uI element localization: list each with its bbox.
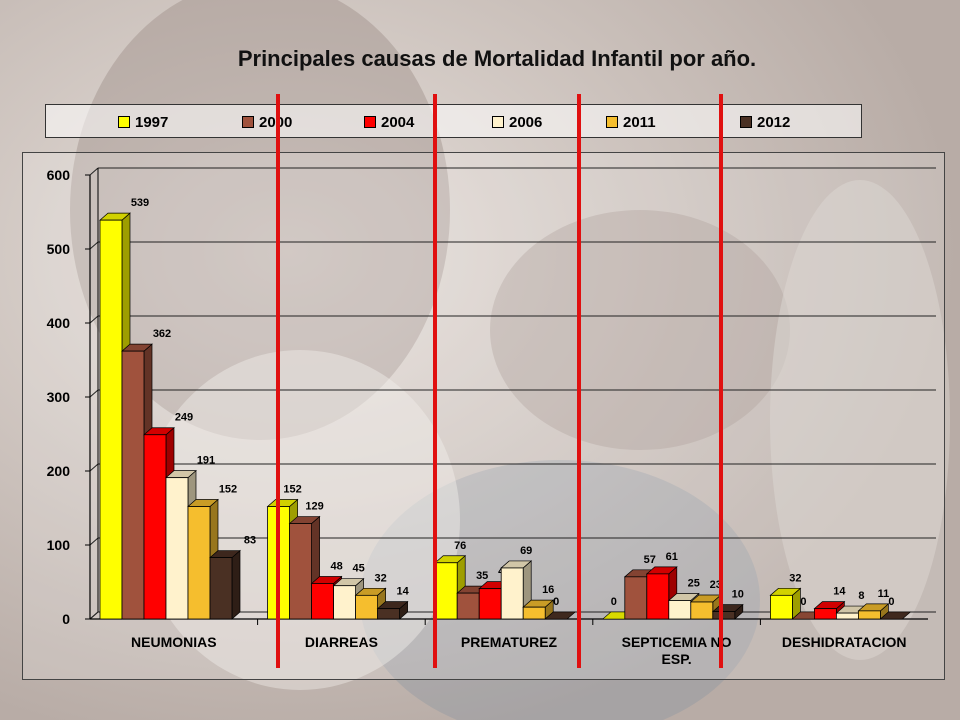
legend-swatch xyxy=(118,116,130,128)
data-label: 191 xyxy=(197,455,215,467)
bar-1997-0 xyxy=(99,219,123,620)
legend-swatch xyxy=(242,116,254,128)
data-label: 152 xyxy=(283,484,301,496)
y-tick-label: 400 xyxy=(47,315,71,331)
bar-2004-1 xyxy=(311,583,335,620)
data-label: 14 xyxy=(396,586,409,598)
data-label: 0 xyxy=(888,596,894,608)
data-label: 10 xyxy=(732,589,744,601)
data-label: 32 xyxy=(789,572,801,584)
legend-swatch xyxy=(364,116,376,128)
data-label: 16 xyxy=(542,584,554,596)
bar-1997-2 xyxy=(434,562,458,620)
bar-2000-3 xyxy=(624,576,648,620)
bar-2004-0 xyxy=(143,434,167,620)
y-tick-label: 0 xyxy=(62,611,70,627)
data-label: 61 xyxy=(666,551,678,563)
x-tick-label: ESP. xyxy=(662,651,692,667)
data-label: 152 xyxy=(219,484,237,496)
legend-swatch xyxy=(740,116,752,128)
legend-label: 2004 xyxy=(381,113,415,131)
bar-2011-0 xyxy=(187,506,211,620)
gridline-side xyxy=(89,167,99,176)
bar-2006-2 xyxy=(500,567,524,620)
bar-2000-1 xyxy=(289,523,313,620)
legend-swatch xyxy=(606,116,618,128)
legend-item-2004: 2004 xyxy=(364,113,415,131)
bar-2004-4 xyxy=(814,608,837,620)
bar-2006-4 xyxy=(836,612,859,620)
data-label: 11 xyxy=(878,588,890,600)
data-label: 45 xyxy=(352,563,364,575)
gridline-side xyxy=(89,241,99,250)
bar-2011-2 xyxy=(522,606,546,620)
data-label: 0 xyxy=(611,596,617,608)
data-label: 83 xyxy=(244,535,256,547)
bar-2000-0 xyxy=(121,350,145,620)
data-label: 35 xyxy=(476,570,488,582)
bar-2006-3 xyxy=(668,600,692,620)
legend-label: 1997 xyxy=(135,113,169,131)
bar-2000-2 xyxy=(456,592,480,620)
legend-item-2006: 2006 xyxy=(492,113,543,131)
data-label: 0 xyxy=(800,596,806,608)
y-tick-label: 500 xyxy=(47,241,71,257)
x-tick-label: DESHIDRATACION xyxy=(782,634,907,650)
bar-2006-0 xyxy=(165,477,189,620)
data-label: 23 xyxy=(710,579,722,591)
bar-2012-4 xyxy=(879,611,912,620)
bar-2011-3 xyxy=(690,601,714,620)
bar-2004-3 xyxy=(646,573,670,620)
data-label: 25 xyxy=(688,578,700,590)
bar-2011-4 xyxy=(858,610,881,620)
chart-legend: 1997 2000 2004 2006 2011 2012 xyxy=(45,104,862,138)
data-label: 48 xyxy=(330,560,342,572)
data-label: 69 xyxy=(520,545,532,557)
data-label: 249 xyxy=(175,412,193,424)
x-tick-label: NEUMONIAS xyxy=(131,634,217,650)
data-label: 32 xyxy=(374,572,386,584)
chart-title: Principales causas de Mortalidad Infanti… xyxy=(237,46,757,71)
data-label: 76 xyxy=(454,540,466,552)
legend-label: 2006 xyxy=(509,113,543,131)
bar-2012-1 xyxy=(377,608,401,620)
gridline-side xyxy=(89,611,99,620)
bar-2011-1 xyxy=(355,594,379,620)
legend-label: 2012 xyxy=(757,113,791,131)
legend-label: 2011 xyxy=(623,113,656,131)
legend-swatch xyxy=(492,116,504,128)
bar-2012-3 xyxy=(712,611,736,620)
bar-2004-2 xyxy=(478,588,502,620)
y-tick-label: 100 xyxy=(47,537,71,553)
data-label: 8 xyxy=(858,590,864,602)
legend-label: 2000 xyxy=(259,113,293,131)
bar-2012-0 xyxy=(209,557,233,620)
bar-2012-2 xyxy=(544,611,576,620)
gridline-side xyxy=(89,315,99,324)
x-tick-label: PREMATUREZ xyxy=(461,634,558,650)
data-label: 14 xyxy=(833,586,846,598)
legend-items: 1997 2000 2004 2006 2011 2012 xyxy=(46,105,861,137)
y-tick-label: 600 xyxy=(47,167,71,183)
x-tick-label: DIARREAS xyxy=(305,634,378,650)
bar-1997-4 xyxy=(770,594,793,620)
data-label: 129 xyxy=(305,501,323,513)
data-label: 539 xyxy=(131,197,149,209)
y-tick-label: 200 xyxy=(47,463,71,479)
bar-side xyxy=(231,549,241,620)
x-tick-label: SEPTICEMIA NO xyxy=(622,634,732,650)
data-label: 362 xyxy=(153,328,171,340)
legend-item-1997: 1997 xyxy=(118,113,169,131)
data-label: 0 xyxy=(553,596,559,608)
y-tick-label: 300 xyxy=(47,389,71,405)
legend-item-2000: 2000 xyxy=(242,113,293,131)
legend-item-2012: 2012 xyxy=(740,113,791,131)
gridline-side xyxy=(89,389,99,398)
gridline-side xyxy=(89,537,99,546)
legend-item-2011: 2011 xyxy=(606,113,656,131)
gridline-side xyxy=(89,463,99,472)
bar-2006-1 xyxy=(333,585,357,620)
data-label: 57 xyxy=(644,554,656,566)
